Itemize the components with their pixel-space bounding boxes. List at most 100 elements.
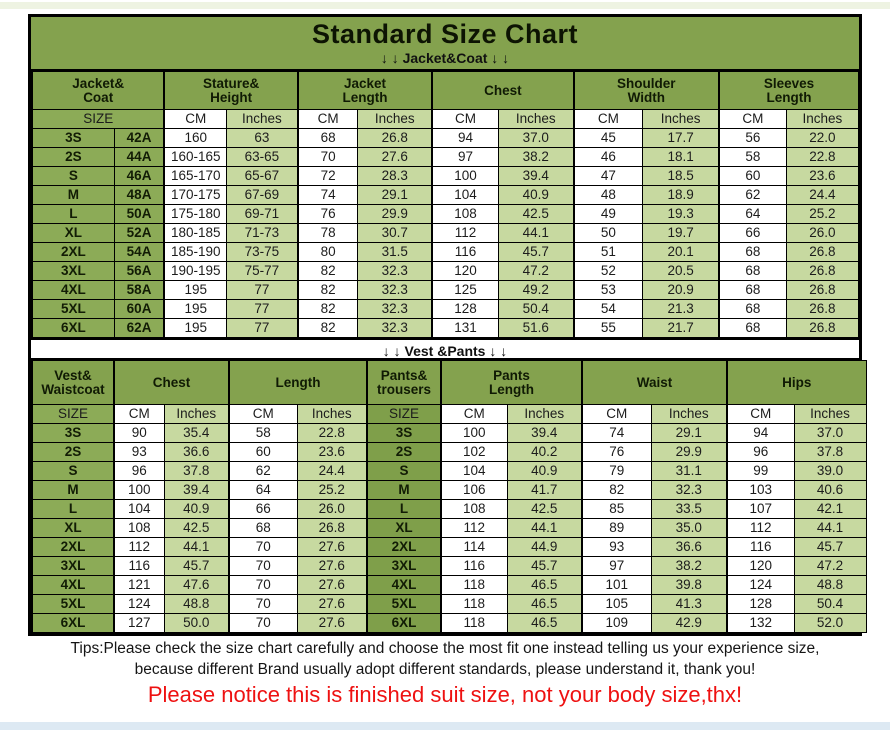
value-cell: 29.1 [650,423,728,444]
unit-column-header: Inches [357,109,433,130]
value-cell: 29.9 [650,442,728,463]
value-cell: 46 [572,147,644,168]
value-cell: 26.8 [785,261,860,282]
size-cell: 54A [113,242,165,263]
column-group-label-line: Waist [636,374,673,390]
size-cell: 44A [113,147,165,168]
value-cell: 60 [228,442,298,463]
title-block: Standard Size Chart ↓ ↓ Jacket&Coat ↓ ↓ [31,17,859,72]
column-group-header: Vest& Waistcoat [31,360,115,406]
table-row: 2XL 54A 185-190 73-75 80 31.5 116 45.7 51 20.1 68 2… [30,242,860,263]
value-cell: 22.0 [785,128,860,149]
column-group-header: Chest [112,360,230,406]
value-cell: 108 [113,518,165,539]
size-cell: 3S [366,423,442,444]
value-cell: 26.8 [785,242,860,263]
value-cell: 26.0 [296,499,368,520]
value-cell: 31.5 [357,242,433,263]
value-cell: 124 [113,594,165,615]
size-cell: XL [31,518,115,539]
size-cell: S [30,166,115,187]
unit-column-header: CM [113,404,165,425]
tips-line-1: Tips:Please check the size chart careful… [70,640,820,658]
table-row: 3S 42A 160 63 68 26.8 94 37.0 45 17.7 56 22.0 [30,128,860,149]
size-cell: L [366,499,442,520]
size-cell: XL [30,223,115,244]
value-cell: 94 [431,128,499,149]
size-cell: 2S [366,442,442,463]
value-cell: 37.0 [793,423,867,444]
value-cell: 112 [440,518,508,539]
value-cell: 68 [228,518,298,539]
size-cell: 5XL [30,299,115,320]
value-cell: 39.4 [497,166,575,187]
unit-column-header: CM [431,109,499,130]
value-cell: 39.4 [163,480,230,501]
jacket-coat-table: Jacket& Coat Stature& Height Jacket Length Che… [30,71,860,339]
value-cell: 49.2 [497,280,575,301]
value-cell: 52 [572,261,644,282]
size-cell: 58A [113,280,165,301]
column-group-label-line: Coat [83,89,114,105]
size-cell: 2XL [366,537,442,558]
value-cell: 39.4 [506,423,583,444]
value-cell: 76 [296,204,359,225]
value-cell: 26.8 [357,128,433,149]
value-cell: 165-170 [163,166,228,187]
value-cell: 70 [228,594,298,615]
table-row: 3XL 56A 190-195 75-77 82 32.3 120 47.2 52 20.5 68 2… [30,261,860,282]
column-group-header: Pants& trousers [366,360,442,406]
size-cell: 56A [113,261,165,282]
value-cell: 44.1 [506,518,583,539]
value-cell: 79 [581,461,652,482]
value-cell: 72 [296,166,359,187]
value-cell: 170-175 [163,185,228,206]
column-group-label-line: Pants [493,367,530,383]
size-cell: 3XL [31,556,115,577]
value-cell: 70 [228,556,298,577]
size-cell: 2XL [30,242,115,263]
value-cell: 82 [581,480,652,501]
table-row: 2S 93 36.6 60 23.6 2S 102 40.2 76 29.9 96 37.8 [31,442,867,463]
value-cell: 19.3 [642,204,720,225]
table-row: M 100 39.4 64 25.2 M 106 41.7 82 32.3 103 40.6 [31,480,867,501]
value-cell: 69-71 [226,204,299,225]
footer: Tips:Please check the size chart careful… [28,639,862,708]
bottom-edge-strip [0,722,890,730]
column-group-row: Vest& Waistcoat Chest Length Pants& trousers P… [31,360,867,406]
column-group-label-line: Jacket [343,75,386,91]
value-cell: 114 [440,537,508,558]
column-group-header: Length [228,360,368,406]
value-cell: 47.2 [497,261,575,282]
value-cell: 66 [228,499,298,520]
value-cell: 82 [296,261,359,282]
size-cell: M [366,480,442,501]
table-row: XL 108 42.5 68 26.8 XL 112 44.1 89 35.0 112 44.1 [31,518,867,539]
value-cell: 36.6 [650,537,728,558]
value-cell: 60 [717,166,787,187]
value-cell: 97 [431,147,499,168]
value-cell: 100 [431,166,499,187]
value-cell: 37.8 [793,442,867,463]
value-cell: 100 [113,480,165,501]
value-cell: 85 [581,499,652,520]
unit-column-header: Inches [506,404,583,425]
unit-column-header: CM [296,109,359,130]
column-group-header: Waist [581,360,728,406]
value-cell: 97 [581,556,652,577]
value-cell: 73-75 [226,242,299,263]
value-cell: 116 [440,556,508,577]
value-cell: 101 [581,575,652,596]
value-cell: 50 [572,223,644,244]
value-cell: 104 [113,499,165,520]
value-cell: 118 [440,575,508,596]
value-cell: 25.2 [296,480,368,501]
value-cell: 58 [228,423,298,444]
column-group-label-line: Length [275,374,321,390]
value-cell: 116 [113,556,165,577]
value-cell: 26.8 [296,518,368,539]
unit-header-row: SIZE CM Inches CM Inches SIZE CM Inches CM Inches… [31,404,867,425]
size-cell: M [30,185,115,206]
value-cell: 127 [113,613,165,634]
value-cell: 96 [113,461,165,482]
